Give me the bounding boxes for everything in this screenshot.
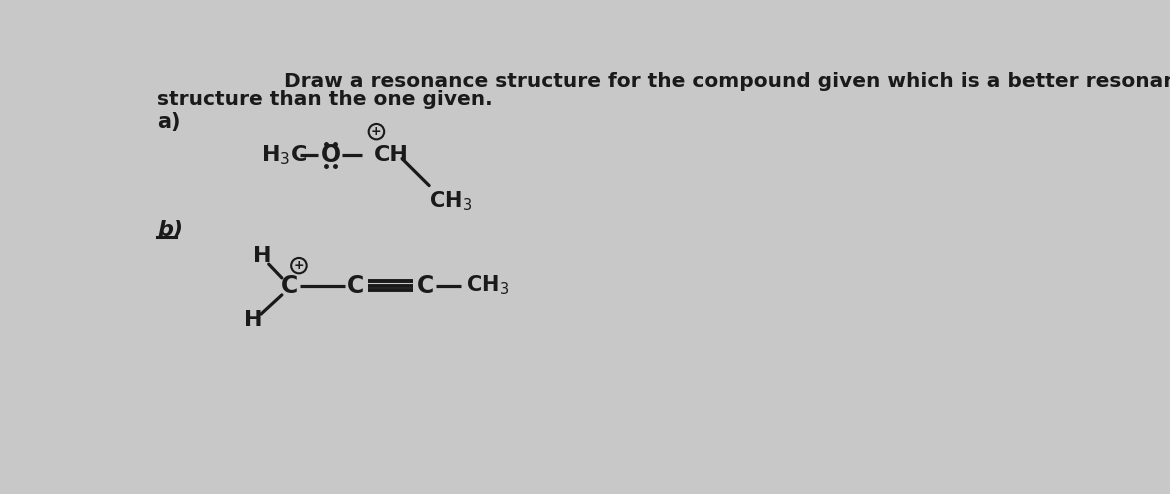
Text: +: + — [371, 125, 381, 138]
Text: O: O — [321, 143, 340, 167]
Text: H$_3$C: H$_3$C — [261, 143, 308, 166]
Text: CH: CH — [374, 145, 410, 165]
Text: CH$_3$: CH$_3$ — [466, 274, 509, 297]
Text: structure than the one given.: structure than the one given. — [157, 90, 493, 109]
Text: C: C — [346, 274, 364, 298]
Text: C: C — [281, 274, 298, 298]
Text: b): b) — [157, 220, 183, 240]
Text: C: C — [417, 274, 434, 298]
Text: +: + — [294, 259, 304, 272]
Text: a): a) — [157, 112, 180, 131]
Text: Draw a resonance structure for the compound given which is a better resonance: Draw a resonance structure for the compo… — [284, 72, 1170, 90]
Text: CH$_3$: CH$_3$ — [429, 189, 473, 213]
Text: H: H — [245, 310, 262, 330]
Text: H: H — [253, 247, 271, 266]
